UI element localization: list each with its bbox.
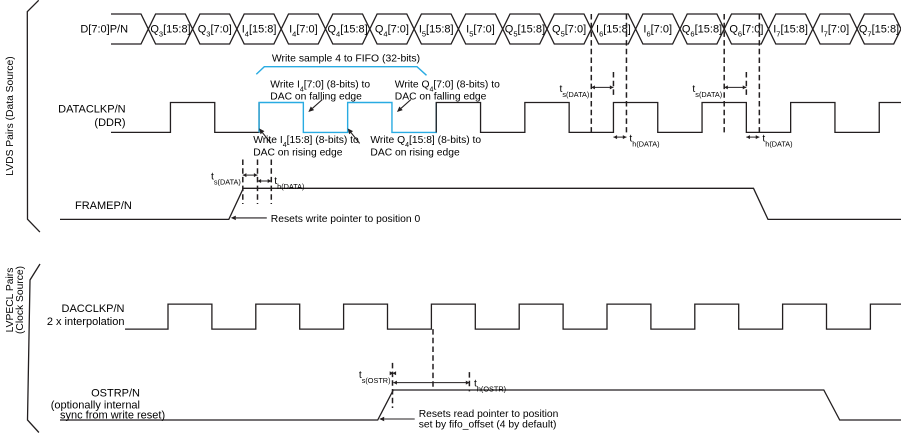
svg-text:2 x interpolation: 2 x interpolation [47,316,125,328]
svg-text:sync from write reset): sync from write reset) [60,409,165,421]
svg-text:set by fifo_offset (4 by defau: set by fifo_offset (4 by default) [419,420,557,431]
svg-text:Resets write pointer to positi: Resets write pointer to position 0 [271,214,421,225]
svg-text:FRAMEP/N: FRAMEP/N [75,200,132,212]
svg-text:DAC on falling edge: DAC on falling edge [270,92,362,103]
svg-text:Write sample 4 to FIFO (32-bit: Write sample 4 to FIFO (32-bits) [272,54,420,65]
svg-text:LVDS Pairs (Data Source): LVDS Pairs (Data Source) [5,56,16,175]
svg-text:DATACLKP/N: DATACLKP/N [58,104,125,116]
svg-text:DAC on rising edge: DAC on rising edge [253,148,343,159]
svg-text:(DDR): (DDR) [94,117,125,129]
svg-text:DAC on falling edge: DAC on falling edge [395,92,487,103]
svg-text:D[7:0]P/N: D[7:0]P/N [80,24,128,36]
svg-text:(Clock Source): (Clock Source) [15,266,26,334]
svg-text:Resets read pointer to positio: Resets read pointer to position [419,409,559,420]
svg-text:OSTRP/N: OSTRP/N [91,388,140,400]
svg-text:DAC on rising edge: DAC on rising edge [370,148,460,159]
svg-text:DACCLKP/N: DACCLKP/N [62,303,125,315]
